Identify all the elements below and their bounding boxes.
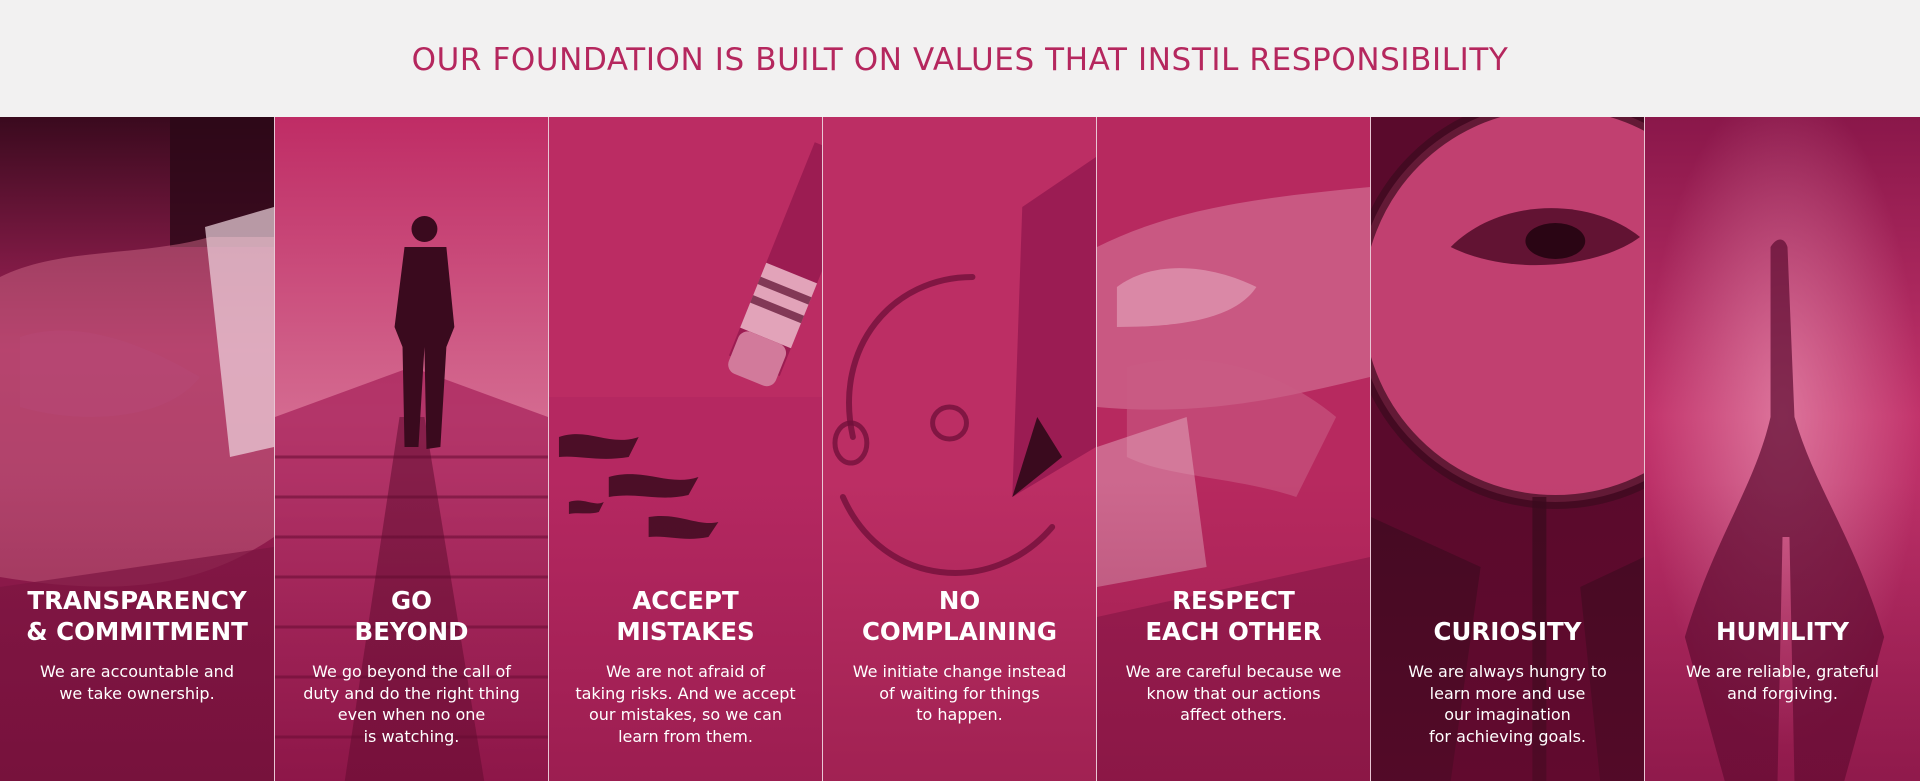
value-panel-curiosity: CURIOSITY We are always hungry to learn … bbox=[1370, 117, 1644, 781]
value-description-line: our imagination bbox=[1444, 705, 1571, 724]
value-text: GO BEYOND We go beyond the call of duty … bbox=[275, 583, 548, 747]
value-description: We go beyond the call of duty and do the… bbox=[275, 661, 548, 747]
value-description-line: to happen. bbox=[916, 705, 1003, 724]
value-description-line: of waiting for things bbox=[879, 683, 1040, 703]
value-description-line: We are not afraid of bbox=[606, 662, 765, 681]
value-panel-humility: HUMILITY We are reliable, grateful and f… bbox=[1644, 117, 1920, 781]
value-description-line: even when no one bbox=[337, 705, 486, 724]
value-description: We are accountable and we take ownership… bbox=[0, 661, 274, 704]
value-description-line: and forgiving. bbox=[1727, 683, 1838, 703]
value-panel-respect-each-other: RESPECT EACH OTHER We are careful becaus… bbox=[1096, 117, 1370, 781]
value-description-line: for achieving goals. bbox=[1428, 726, 1587, 746]
value-title-line: BEYOND bbox=[354, 617, 469, 646]
panel-shade bbox=[1097, 481, 1370, 781]
value-description: We are always hungry to learn more and u… bbox=[1371, 661, 1644, 747]
value-title-line: EACH OTHER bbox=[1145, 617, 1322, 646]
value-description-line: We are careful because we bbox=[1125, 662, 1342, 681]
value-description: We initiate change instead of waiting fo… bbox=[823, 661, 1096, 726]
value-title-line: MISTAKES bbox=[616, 617, 755, 646]
smiley-drawing-icon bbox=[823, 117, 1096, 781]
panel-shade bbox=[0, 481, 274, 781]
value-title: HUMILITY bbox=[1645, 583, 1920, 647]
value-text: HUMILITY We are reliable, grateful and f… bbox=[1645, 583, 1920, 704]
value-panel-accept-mistakes: ACCEPT MISTAKES We are not afraid of tak… bbox=[548, 117, 822, 781]
value-description-line: We are always hungry to bbox=[1408, 662, 1607, 681]
value-description-line: We initiate change instead bbox=[852, 662, 1067, 681]
magnifying-glass-eye-icon bbox=[1371, 117, 1644, 781]
value-title: RESPECT EACH OTHER bbox=[1097, 583, 1370, 647]
value-description-line: is watching. bbox=[363, 726, 460, 746]
value-title-line: NO bbox=[938, 586, 981, 615]
walking-man-icon bbox=[275, 117, 548, 781]
value-description-line: learn more and use bbox=[1429, 683, 1586, 703]
header-bar: OUR FOUNDATION IS BUILT ON VALUES THAT I… bbox=[0, 0, 1920, 117]
value-text: CURIOSITY We are always hungry to learn … bbox=[1371, 583, 1644, 747]
value-description-line: We are reliable, grateful bbox=[1685, 662, 1880, 681]
panel-shade bbox=[823, 481, 1096, 781]
value-title: TRANSPARENCY & COMMITMENT bbox=[0, 583, 274, 647]
values-strip: TRANSPARENCY & COMMITMENT We are account… bbox=[0, 117, 1920, 781]
panel-shade bbox=[1371, 481, 1644, 781]
value-title-line: & COMMITMENT bbox=[26, 617, 248, 646]
value-text: NO COMPLAINING We initiate change instea… bbox=[823, 583, 1096, 726]
value-title: ACCEPT MISTAKES bbox=[549, 583, 822, 647]
panel-shade bbox=[549, 481, 822, 781]
value-description-line: duty and do the right thing bbox=[303, 683, 520, 703]
value-description: We are careful because we know that our … bbox=[1097, 661, 1370, 726]
value-title: NO COMPLAINING bbox=[823, 583, 1096, 647]
value-panel-go-beyond: GO BEYOND We go beyond the call of duty … bbox=[274, 117, 548, 781]
holding-hands-icon bbox=[1097, 117, 1370, 781]
value-description-line: know that our actions bbox=[1146, 683, 1321, 703]
value-description-line: we take ownership. bbox=[59, 683, 215, 703]
value-title-line: HUMILITY bbox=[1715, 617, 1850, 646]
value-description-line: learn from them. bbox=[618, 726, 753, 746]
value-title-line: COMPLAINING bbox=[861, 617, 1058, 646]
pencil-eraser-icon bbox=[549, 117, 822, 781]
value-title: GO BEYOND bbox=[275, 583, 548, 647]
value-description-line: affect others. bbox=[1180, 705, 1287, 724]
value-title-line: ACCEPT bbox=[632, 586, 739, 615]
value-description: We are not afraid of taking risks. And w… bbox=[549, 661, 822, 747]
value-description-line: We go beyond the call of bbox=[312, 662, 511, 681]
value-text: ACCEPT MISTAKES We are not afraid of tak… bbox=[549, 583, 822, 747]
value-panel-no-complaining: NO COMPLAINING We initiate change instea… bbox=[822, 117, 1096, 781]
value-text: RESPECT EACH OTHER We are careful becaus… bbox=[1097, 583, 1370, 726]
panel-shade bbox=[1645, 481, 1920, 781]
value-description-line: our mistakes, so we can bbox=[588, 705, 783, 724]
value-description: We are reliable, grateful and forgiving. bbox=[1645, 661, 1920, 704]
page-title: OUR FOUNDATION IS BUILT ON VALUES THAT I… bbox=[411, 41, 1509, 78]
value-text: TRANSPARENCY & COMMITMENT We are account… bbox=[0, 583, 274, 704]
panel-shade bbox=[275, 481, 548, 781]
value-description-line: taking risks. And we accept bbox=[575, 683, 796, 703]
praying-hands-icon bbox=[1645, 117, 1920, 781]
value-title-line: CURIOSITY bbox=[1433, 617, 1582, 646]
value-title-line: RESPECT bbox=[1172, 586, 1295, 615]
value-title: CURIOSITY bbox=[1371, 583, 1644, 647]
value-description-line: We are accountable and bbox=[40, 662, 234, 681]
value-title-line: GO bbox=[391, 586, 432, 615]
value-title-line: TRANSPARENCY bbox=[27, 586, 247, 615]
hand-signing-icon bbox=[0, 117, 274, 781]
value-panel-transparency: TRANSPARENCY & COMMITMENT We are account… bbox=[0, 117, 274, 781]
